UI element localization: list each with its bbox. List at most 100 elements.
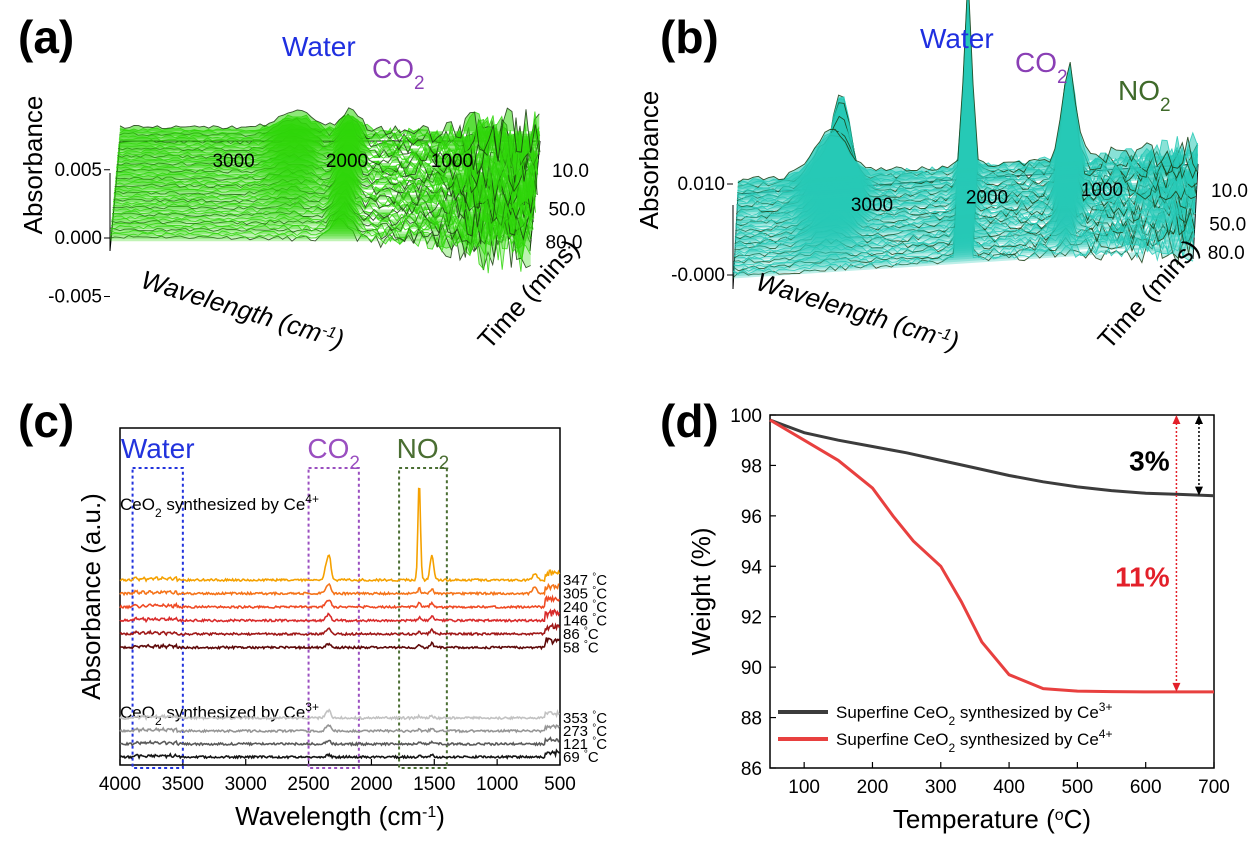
x-tick-label: 700 bbox=[1198, 777, 1230, 798]
region-box bbox=[398, 467, 448, 769]
percent-annotation: 11% bbox=[1115, 561, 1170, 592]
chart-b-surface: 0.010 -0.000 3000 2000 1000 10.0 50.0 80.0 Absor… bbox=[634, 0, 1248, 356]
series-temp-label: 86 °C bbox=[563, 626, 599, 644]
surface-fill-strip bbox=[113, 183, 534, 238]
x-axis-label: Wavelength (cm-1) bbox=[138, 264, 348, 354]
x-tick-label: 2000 bbox=[350, 774, 392, 795]
x-tick-label: 200 bbox=[857, 777, 889, 798]
surface-fill-strip bbox=[112, 194, 532, 245]
z-tick-label: 0.005 bbox=[54, 160, 102, 181]
series-line-ce3 bbox=[119, 736, 560, 747]
surface-trace bbox=[110, 211, 531, 269]
surface-fill-strip bbox=[738, 0, 1198, 184]
x-tick-label: 400 bbox=[993, 777, 1025, 798]
surface-trace bbox=[114, 170, 535, 229]
surface-fill-strip bbox=[734, 129, 1194, 260]
series-line-ce4 bbox=[119, 608, 561, 624]
surface-fill-strip bbox=[733, 145, 1194, 271]
chart-c-spectra: 4000 3500 3000 2500 2000 1500 1000 500 Wavelengt… bbox=[76, 427, 607, 831]
peak-annotation: CO2 bbox=[1015, 47, 1068, 88]
y-tick-label: 88 bbox=[741, 709, 762, 730]
x-tick-label: 1000 bbox=[476, 774, 518, 795]
y-axis-label: Absorbance (a.u.) bbox=[76, 493, 106, 700]
surface-fill-strip bbox=[116, 140, 537, 202]
x-tick-label: 100 bbox=[788, 777, 820, 798]
series-temp-label: 146 °C bbox=[563, 612, 607, 630]
group-label: CeO2 synthesized by Ce4+ bbox=[120, 492, 319, 520]
peak-annotation: Water bbox=[282, 31, 356, 62]
x-tick-label: 2000 bbox=[326, 151, 368, 172]
surface-trace bbox=[115, 160, 536, 214]
series-temp-label: 273 °C bbox=[563, 723, 607, 741]
surface-trace bbox=[112, 188, 534, 241]
x-tick-label: 1000 bbox=[1081, 180, 1123, 201]
region-box bbox=[307, 467, 360, 769]
z-tick-label: 0.010 bbox=[677, 174, 725, 195]
plot-frame bbox=[119, 427, 561, 766]
surface-trace bbox=[116, 138, 537, 195]
series-line bbox=[769, 418, 1215, 498]
surface-fill-strip bbox=[734, 123, 1195, 258]
series-temp-label: 347 °C bbox=[563, 572, 607, 590]
x-tick-label: 3000 bbox=[851, 195, 893, 216]
series-line-ce4 bbox=[119, 487, 561, 583]
y-tick-label: 92 bbox=[741, 608, 762, 629]
group-label: CeO2 synthesized by Ce3+ bbox=[120, 700, 319, 728]
surface-fill-strip bbox=[733, 155, 1194, 273]
surface-fill-strip bbox=[113, 181, 534, 236]
surface-fill-strip bbox=[115, 158, 536, 209]
arrow-11pct-head bbox=[1172, 682, 1181, 692]
surface-fill-strip bbox=[733, 161, 1194, 277]
arrow-3pct-head bbox=[1194, 415, 1203, 424]
z-tick-label: -0.000 bbox=[671, 265, 725, 286]
surface-trace bbox=[115, 157, 537, 209]
peak-annotation: NO2 bbox=[1118, 75, 1171, 116]
z-axis-label: Absorbance bbox=[634, 91, 664, 230]
region-label: CO2 bbox=[307, 433, 360, 474]
arrow-3pct-head bbox=[1194, 486, 1203, 496]
surface-fill-strip bbox=[110, 213, 531, 268]
series-line-ce3 bbox=[119, 748, 561, 761]
time-tick-label: 80.0 bbox=[546, 233, 583, 254]
surface-fill-strip bbox=[120, 107, 540, 162]
region-label: NO2 bbox=[397, 433, 450, 474]
legend-label: Superfine CeO2 synthesized by Ce4+ bbox=[836, 727, 1112, 755]
region-label: Water bbox=[121, 433, 195, 464]
x-tick-label: 3000 bbox=[225, 774, 267, 795]
chart-d-tga: 100 200 300 400 500 600 700 86 88 90 92 94 96 98 100 Te… bbox=[686, 406, 1230, 834]
surface-trace bbox=[112, 189, 533, 247]
time-axis-line bbox=[529, 140, 541, 252]
surface-trace bbox=[112, 194, 533, 246]
surface-fill-strip bbox=[114, 171, 535, 228]
surface-trace bbox=[117, 139, 538, 193]
x-tick-label: 1000 bbox=[431, 151, 473, 172]
surface-fill-strip bbox=[114, 165, 535, 222]
y-axis-label: Weight (%) bbox=[686, 527, 716, 655]
surface-fill-strip bbox=[116, 153, 536, 207]
series-line-ce4 bbox=[119, 594, 561, 610]
series-line-ce4 bbox=[119, 622, 561, 637]
surface-trace bbox=[110, 214, 531, 274]
y-tick-label: 98 bbox=[741, 456, 762, 477]
x-axis-label: Wavelength (cm-1) bbox=[753, 266, 963, 356]
peak-annotation: Water bbox=[920, 23, 994, 54]
x-axis-label: Wavelength (cm-1) bbox=[235, 801, 445, 831]
x-tick-label: 3500 bbox=[162, 774, 204, 795]
surface-fill-strip bbox=[112, 193, 533, 245]
surface-trace bbox=[113, 173, 535, 228]
panel-label-a: (a) bbox=[18, 11, 75, 63]
surface-fill-strip bbox=[110, 217, 530, 270]
series-temp-label: 240 °C bbox=[563, 599, 607, 617]
x-tick-label: 1500 bbox=[413, 774, 455, 795]
z-axis-label: Absorbance bbox=[18, 96, 48, 235]
surface-trace bbox=[111, 202, 532, 257]
legend-label: Superfine CeO2 synthesized by Ce3+ bbox=[836, 700, 1112, 728]
plot-frame bbox=[769, 414, 1215, 769]
time-tick-label: 10.0 bbox=[552, 161, 589, 182]
panel-label-b: (b) bbox=[660, 11, 719, 63]
region-box bbox=[131, 467, 184, 769]
series-temp-label: 121 °C bbox=[563, 736, 607, 754]
x-tick-label: 500 bbox=[544, 774, 576, 795]
arrow-11pct-head bbox=[1172, 415, 1181, 424]
series-line-ce3 bbox=[119, 708, 560, 722]
